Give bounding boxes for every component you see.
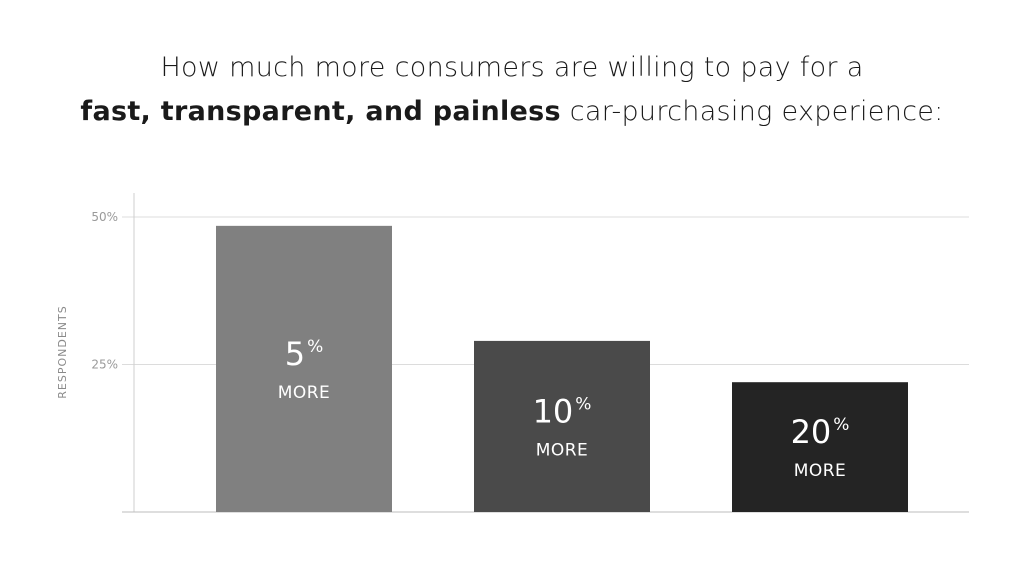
chart-title-line-2: fast, transparent, and painless car-purc…	[0, 96, 1024, 127]
y-tick-label: 25%	[91, 358, 118, 372]
y-tick-label: 50%	[91, 210, 118, 224]
bar-5%	[216, 225, 392, 512]
bar-10%	[474, 340, 650, 512]
bar-more-label: MORE	[278, 383, 331, 403]
y-axis-label: RESPONDENTS	[56, 305, 69, 398]
chart-title-emphasis: fast, transparent, and painless	[80, 96, 561, 127]
bar-value-label: 5%	[285, 335, 324, 373]
bar-value-label: 20%	[791, 413, 850, 451]
bar-more-label: MORE	[794, 461, 847, 481]
bar-more-label: MORE	[536, 440, 589, 460]
bar-value-label: 10%	[533, 392, 592, 430]
chart-title-rest: car-purchasing experience:	[560, 96, 944, 127]
bar-20%	[732, 382, 908, 512]
chart-title-line-1: How much more consumers are willing to p…	[160, 52, 864, 83]
